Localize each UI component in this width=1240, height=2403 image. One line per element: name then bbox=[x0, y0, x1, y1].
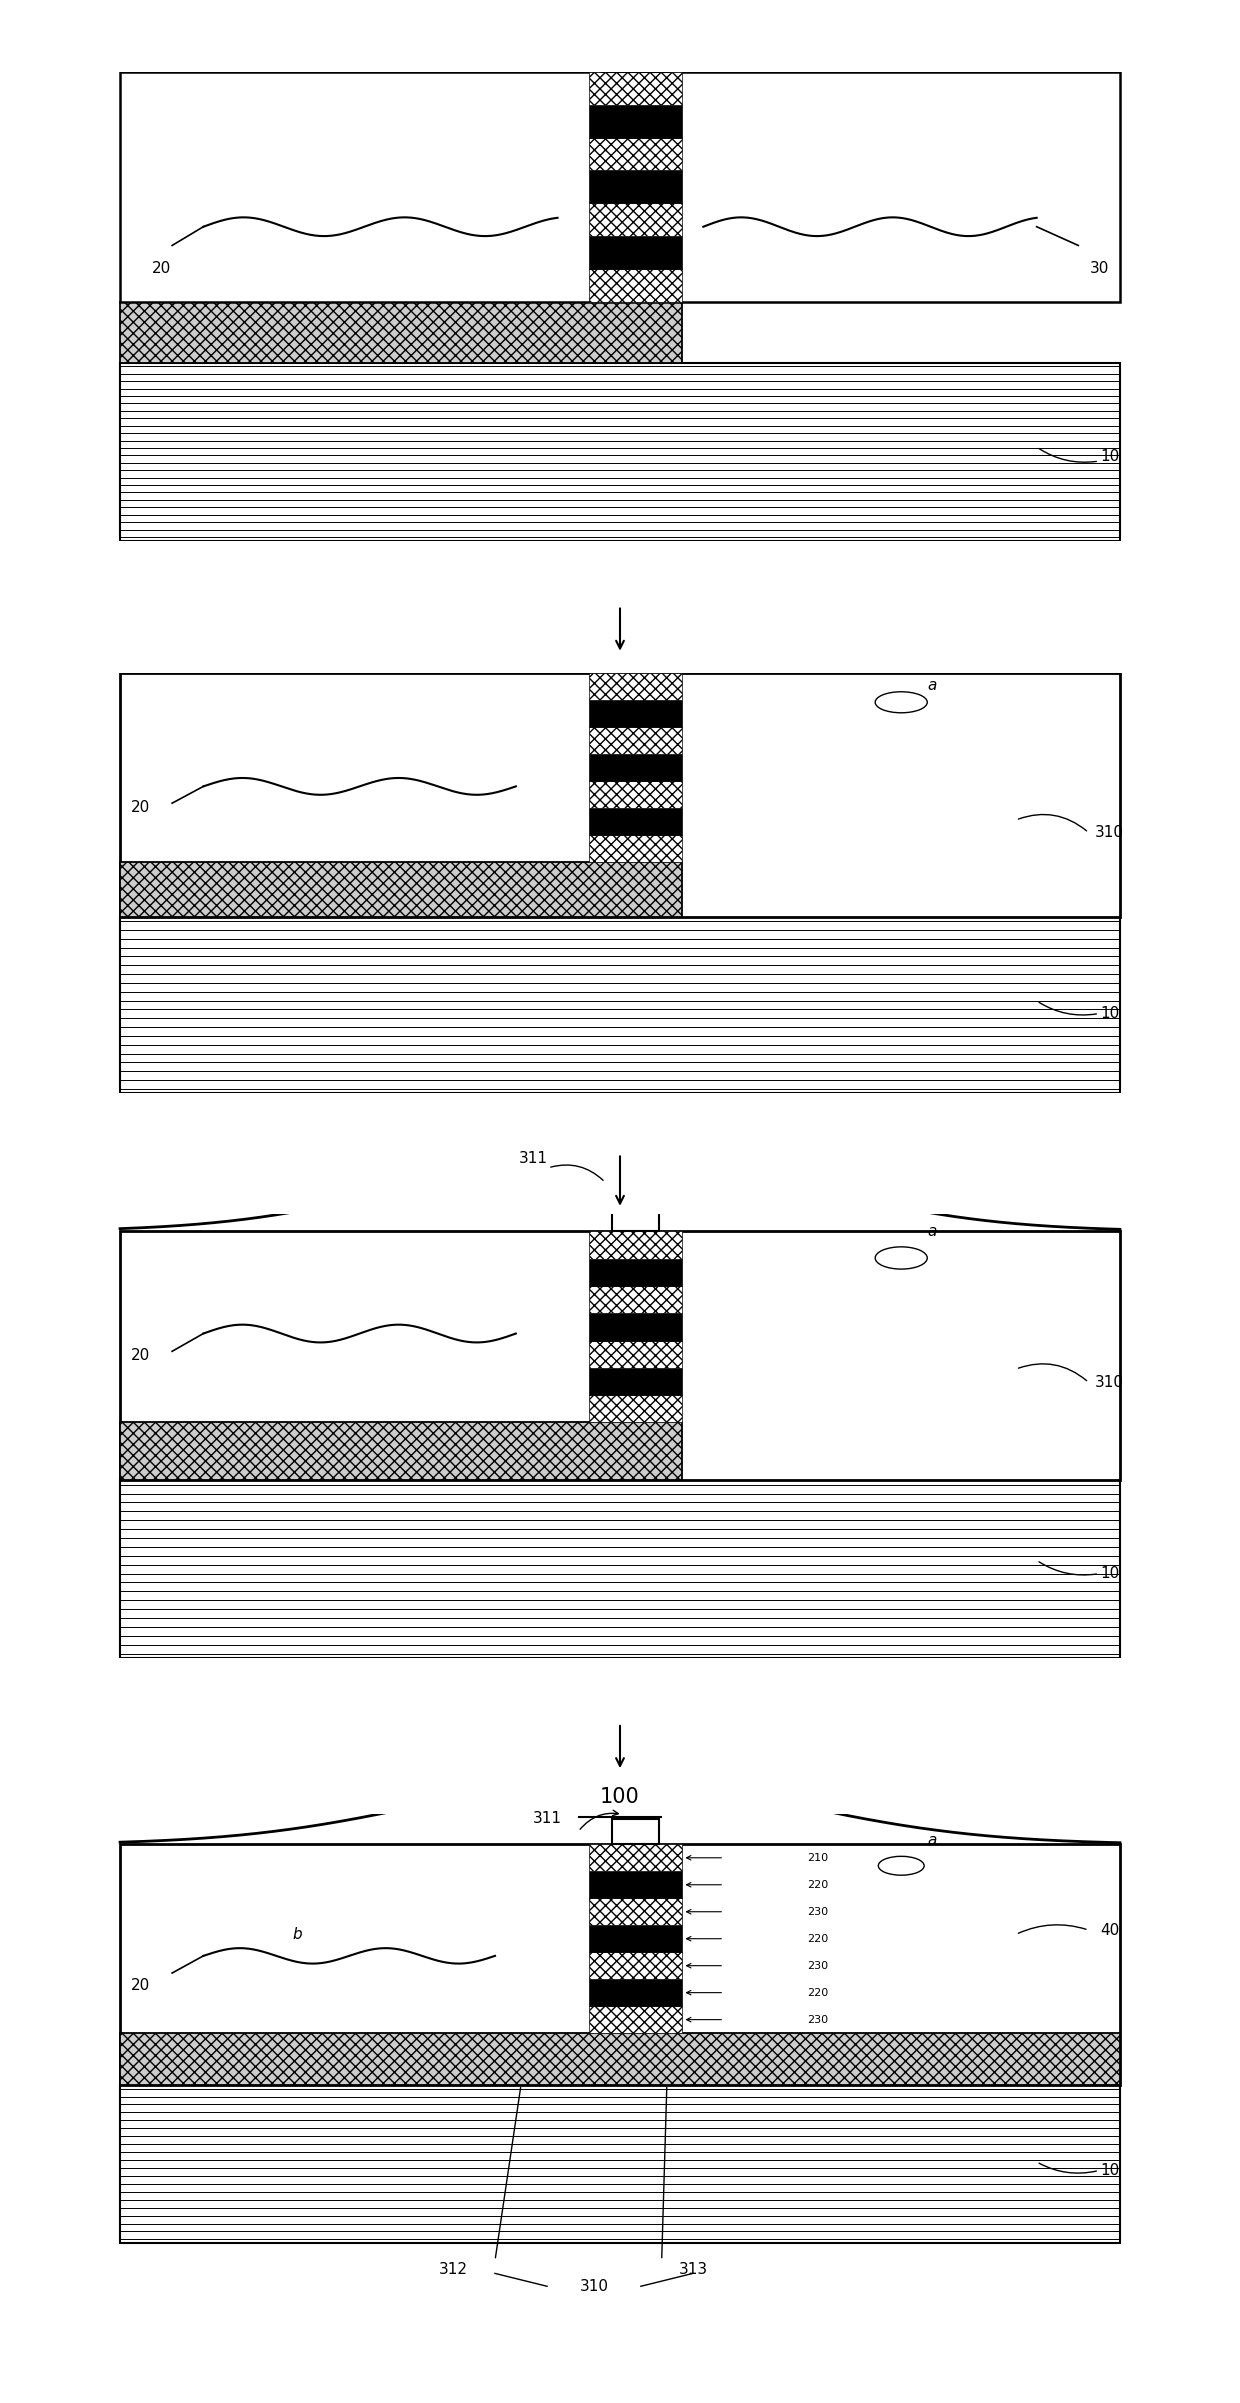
Text: a: a bbox=[928, 1833, 937, 1848]
Bar bbox=[589, 834, 682, 863]
Bar bbox=[589, 235, 682, 269]
Text: 230: 230 bbox=[807, 1961, 828, 1970]
Text: a: a bbox=[928, 1223, 937, 1240]
Bar bbox=[613, 1199, 660, 1230]
Bar bbox=[120, 916, 1120, 1093]
Text: 230: 230 bbox=[807, 2014, 828, 2026]
Bar bbox=[120, 1480, 1120, 1658]
Bar bbox=[120, 2033, 1120, 2083]
Bar bbox=[589, 1286, 682, 1312]
Bar bbox=[589, 204, 682, 235]
Bar bbox=[120, 673, 1120, 916]
Text: 10: 10 bbox=[1100, 1007, 1120, 1021]
Bar bbox=[589, 699, 682, 728]
Bar bbox=[589, 137, 682, 171]
Bar bbox=[589, 1925, 682, 1951]
Text: 10: 10 bbox=[1100, 449, 1120, 464]
Text: 10: 10 bbox=[1100, 1567, 1120, 1581]
Text: 220: 220 bbox=[807, 1934, 828, 1944]
Text: 310: 310 bbox=[1095, 824, 1123, 841]
Text: 20: 20 bbox=[131, 1978, 150, 1994]
Text: 10: 10 bbox=[1100, 2163, 1120, 2177]
Bar bbox=[589, 1230, 682, 1259]
Bar bbox=[613, 1819, 660, 1846]
Text: 20: 20 bbox=[131, 800, 150, 815]
Bar bbox=[589, 1341, 682, 1367]
Bar bbox=[589, 1259, 682, 1286]
Bar bbox=[589, 1367, 682, 1396]
Text: 230: 230 bbox=[807, 1906, 828, 1918]
Bar bbox=[589, 1898, 682, 1925]
Bar bbox=[120, 363, 1120, 541]
Bar bbox=[589, 1312, 682, 1341]
Text: 210: 210 bbox=[807, 1853, 828, 1862]
Bar bbox=[589, 106, 682, 137]
Text: 30: 30 bbox=[1090, 262, 1109, 276]
Bar bbox=[120, 1423, 682, 1480]
Text: 40: 40 bbox=[1100, 1922, 1120, 1937]
Bar bbox=[589, 1846, 682, 1872]
Bar bbox=[120, 1846, 1120, 2083]
Bar bbox=[589, 1396, 682, 1423]
Text: 310: 310 bbox=[579, 2278, 609, 2295]
Text: 312: 312 bbox=[439, 2261, 467, 2276]
Bar bbox=[601, 26, 670, 72]
Bar bbox=[589, 171, 682, 204]
Bar bbox=[589, 755, 682, 781]
Bar bbox=[589, 673, 682, 699]
Bar bbox=[120, 72, 1120, 303]
Bar bbox=[589, 1951, 682, 1980]
Text: b: b bbox=[293, 1927, 301, 1942]
Bar bbox=[589, 1980, 682, 2007]
Text: 310: 310 bbox=[1095, 1375, 1123, 1389]
Bar bbox=[120, 1230, 1120, 1480]
Bar bbox=[589, 781, 682, 807]
Bar bbox=[120, 303, 682, 363]
Bar bbox=[589, 72, 682, 106]
Bar bbox=[120, 2083, 1120, 2244]
Bar bbox=[589, 2007, 682, 2033]
Text: 20: 20 bbox=[153, 262, 171, 276]
Bar bbox=[589, 807, 682, 834]
Text: 220: 220 bbox=[807, 1879, 828, 1889]
Text: 20: 20 bbox=[131, 1348, 150, 1363]
Text: 313: 313 bbox=[678, 2261, 708, 2276]
Bar bbox=[589, 269, 682, 303]
Bar bbox=[120, 863, 682, 916]
Bar bbox=[589, 726, 682, 755]
Text: 220: 220 bbox=[807, 1987, 828, 1997]
Text: 311: 311 bbox=[533, 1812, 562, 1826]
Text: 311: 311 bbox=[518, 1151, 548, 1165]
Text: a: a bbox=[928, 678, 937, 692]
Text: 100: 100 bbox=[600, 1788, 640, 1807]
Bar bbox=[589, 1872, 682, 1898]
